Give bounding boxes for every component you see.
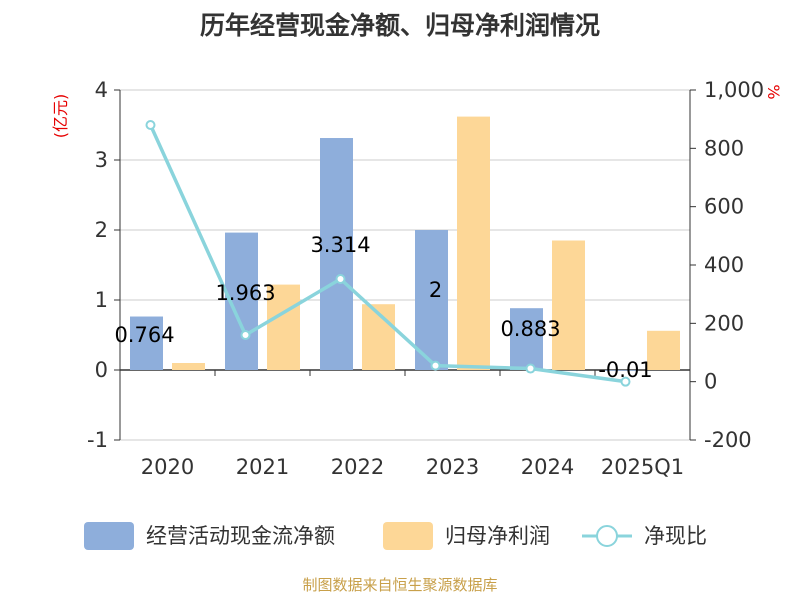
legend: 经营活动现金流净额 归母净利润 净现比: [84, 522, 707, 550]
right-tick-label: 800: [704, 136, 744, 160]
right-tick-label: 1,000: [704, 78, 764, 102]
ratio-point: [335, 274, 346, 284]
bar: [320, 138, 353, 370]
bar: [267, 284, 300, 370]
bar: [647, 330, 680, 370]
bar: [172, 363, 205, 370]
axes: -1 0 1 2 3 4 -200 0 200 400 600 800 1,000 2020 2021 202…: [87, 78, 764, 479]
bar: [510, 308, 543, 370]
ratio-point: [525, 363, 536, 374]
data-label: 2: [429, 278, 442, 302]
right-axis-unit: %: [764, 84, 783, 99]
left-tick-label: 3: [95, 148, 108, 172]
data-labels: 0.764 1.963 3.314 2 0.883 -0.01: [114, 233, 652, 382]
bar: [552, 240, 585, 370]
x-tick-label: 2025Q1: [601, 455, 684, 479]
legend-label-profit: 归母净利润: [445, 524, 550, 548]
bar: [457, 116, 490, 370]
bars: [130, 116, 680, 371]
ratio-point: [430, 360, 441, 371]
x-tick-label: 2022: [331, 455, 384, 479]
left-tick-label: 0: [95, 358, 108, 382]
right-tick-label: 0: [704, 370, 717, 394]
ratio-point: [145, 120, 156, 130]
ratio-line-path: [148, 124, 626, 384]
legend-swatch-profit: [383, 522, 433, 550]
ratio-line: [145, 120, 631, 387]
left-tick-label: 2: [95, 218, 108, 242]
x-tick-label: 2020: [141, 455, 194, 479]
legend-label-ratio: 净现比: [644, 524, 707, 548]
x-tick-label: 2024: [521, 455, 574, 479]
data-label: 1.963: [215, 281, 275, 305]
x-tick-label: 2021: [236, 455, 289, 479]
legend-swatch-cashflow: [84, 522, 134, 550]
bar: [130, 316, 163, 370]
source-note: 制图数据来自恒生聚源数据库: [302, 576, 497, 594]
data-label: 0.883: [500, 317, 560, 341]
left-axis-unit: (亿元): [51, 94, 70, 139]
left-tick-label: 1: [95, 288, 108, 312]
bar: [605, 370, 638, 371]
right-tick-label: 600: [704, 195, 744, 219]
right-tick-label: 400: [704, 253, 744, 277]
bar: [415, 230, 448, 370]
data-label: 0.764: [114, 323, 174, 347]
ratio-point: [240, 330, 251, 340]
right-tick-label: -200: [704, 428, 752, 452]
left-tick-label: 4: [95, 78, 108, 102]
x-tick-label: 2023: [426, 455, 479, 479]
right-tick-label: 200: [704, 311, 744, 335]
legend-label-cashflow: 经营活动现金流净额: [146, 524, 335, 548]
data-label: -0.01: [598, 358, 652, 382]
legend-marker-ratio: [596, 525, 618, 547]
chart-title: 历年经营现金净额、归母净利润情况: [200, 11, 600, 40]
data-label: 3.314: [310, 233, 370, 257]
ratio-point: [620, 376, 631, 387]
gridlines: [120, 89, 690, 441]
left-tick-label: -1: [87, 428, 108, 452]
